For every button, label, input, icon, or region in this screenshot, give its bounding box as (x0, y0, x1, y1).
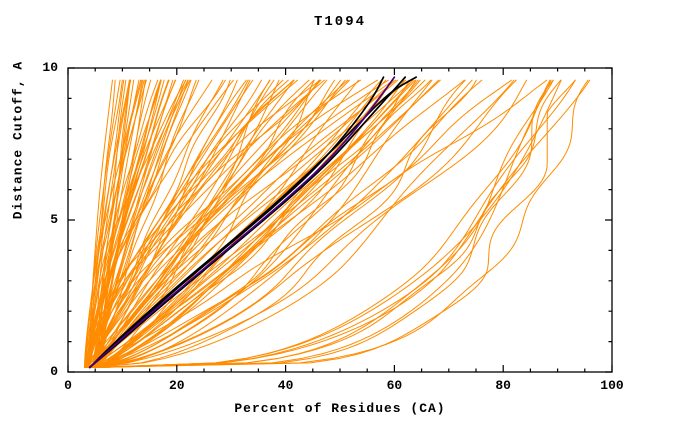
x-tick-label: 0 (64, 378, 72, 393)
y-tick-label: 5 (50, 212, 58, 227)
x-tick-label: 80 (495, 378, 511, 393)
x-tick-label: 60 (386, 378, 403, 393)
y-tick-label: 10 (42, 60, 58, 75)
y-tick-labels: 0 5 10 (0, 0, 60, 440)
x-tick-label: 20 (168, 378, 185, 393)
x-tick-label: 40 (277, 378, 294, 393)
x-axis-label: Percent of Residues (CA) (234, 401, 446, 416)
y-tick-label: 0 (50, 364, 58, 379)
chart-title: T1094 (313, 14, 366, 30)
x-tick-label: 100 (600, 378, 624, 393)
x-tick-labels: 0 20 40 60 80 100 (0, 378, 680, 396)
